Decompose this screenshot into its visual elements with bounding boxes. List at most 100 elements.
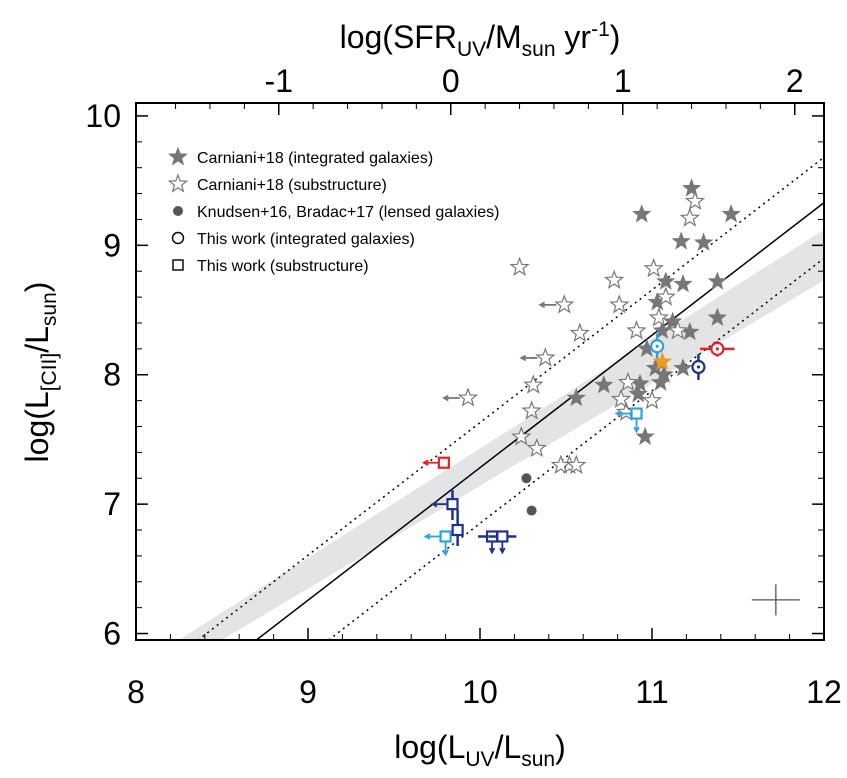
filled-star-point: [673, 358, 693, 377]
open-square-point: [451, 523, 464, 537]
open-star-point: [521, 400, 542, 420]
x-tick-label: 12: [806, 674, 842, 710]
star-upper-limit-arrow-head: [538, 301, 546, 309]
open-square-point: [496, 530, 509, 543]
open-star-point: [679, 207, 701, 227]
y-upper-limit-arrow-head: [442, 549, 449, 557]
open-star-point: [643, 257, 664, 278]
y-tick-label: 7: [103, 486, 121, 522]
legend: Carniani+18 (integrated galaxies) Carnian…: [167, 146, 499, 275]
open-square-point: [437, 456, 450, 469]
open-star-point: [609, 294, 630, 314]
legend-filled-circle-icon: [173, 206, 183, 216]
typical-error-cross: [751, 584, 800, 616]
open-star-point: [603, 269, 625, 289]
top-tick-label: 0: [442, 63, 460, 99]
open-square-point: [630, 407, 643, 420]
shaded-band-group: [136, 156, 824, 640]
top-tick-label: -1: [265, 63, 293, 99]
legend-open-circle-icon: [171, 231, 185, 245]
y-upper-limit-arrow-head: [633, 426, 640, 434]
filled-star-point: [566, 387, 586, 407]
open-star-point: [626, 319, 647, 340]
open-square-point: [446, 498, 459, 511]
open-circle-center: [715, 347, 719, 351]
open-star-point: [523, 374, 544, 394]
open-star-point: [511, 426, 532, 446]
filled-star-point: [650, 372, 671, 391]
legend-label: This work (integrated galaxies): [197, 231, 415, 248]
filled-star-point: [707, 307, 727, 327]
filled-star-point: [693, 232, 714, 251]
legend-label: Knudsen+16, Bradac+17 (lensed galaxies): [197, 204, 499, 221]
open-circle-center: [655, 344, 659, 348]
x-upper-limit-arrow-head: [430, 500, 438, 508]
open-star-point: [610, 388, 632, 408]
x-upper-limit-arrow-head: [614, 410, 622, 417]
filled-star-point: [654, 364, 674, 383]
top-axis-label: log(SFRUV/Msun yr-1): [340, 18, 621, 61]
x-tick-label: 11: [635, 674, 668, 710]
open-star-point: [684, 190, 706, 210]
open-star-point: [667, 319, 689, 340]
filled-star-point: [707, 271, 727, 290]
top-tick-label: 1: [614, 63, 632, 99]
legend-open-star-icon: [167, 173, 189, 193]
x-axis-label: log(LUV/Lsun): [394, 729, 566, 771]
open-star-point: [535, 347, 556, 367]
legend-open-square-icon: [172, 259, 184, 271]
open-star-point: [641, 389, 663, 410]
open-square-point: [439, 530, 452, 543]
filled-circle-point: [526, 505, 537, 516]
filled-star-point: [594, 374, 614, 394]
y-axis-label: log(L[CII]/Lsun): [19, 282, 61, 463]
filled-star-point: [656, 271, 676, 290]
legend-label: Carniani+18 (substructure): [197, 177, 387, 194]
y-tick-label: 6: [103, 616, 121, 652]
y-tick-label: 9: [103, 227, 121, 263]
open-circle-center: [696, 365, 701, 369]
legend-label: Carniani+18 (integrated galaxies): [197, 150, 433, 167]
y-upper-limit-arrow-head: [499, 547, 506, 555]
open-star-point: [617, 371, 639, 392]
y-upper-limit-arrow-head: [488, 547, 496, 555]
star-upper-limit-arrow-head: [442, 394, 449, 402]
open-star-point: [550, 454, 572, 474]
x-upper-limit-arrow-head: [422, 459, 429, 466]
open-star-point: [655, 286, 676, 306]
data-points-group: [422, 178, 741, 557]
axis-ticks-group: [135, 103, 825, 640]
x-tick-label: 10: [462, 674, 498, 710]
filled-star-point: [628, 383, 648, 403]
legend-filled-star-icon: [168, 146, 188, 166]
filled-star-point: [632, 204, 652, 223]
top-tick-label: 2: [786, 63, 804, 99]
open-star-point: [509, 256, 530, 276]
x-tick-label: 8: [127, 674, 145, 710]
y-tick-label: 10: [85, 98, 121, 134]
x-upper-limit-arrow-head: [423, 533, 431, 540]
open-star-point: [569, 322, 590, 342]
filled-circle-point: [521, 473, 532, 484]
filled-star-point: [673, 274, 693, 293]
open-star-point: [554, 294, 575, 314]
legend-label: This work (substructure): [197, 258, 369, 275]
x-tick-label: 9: [299, 674, 317, 710]
open-star-point: [457, 387, 479, 407]
filled-star-point: [635, 426, 655, 446]
filled-star-point: [652, 351, 672, 371]
shaded-relation-band: [136, 229, 824, 640]
filled-star-point: [681, 178, 702, 197]
dotted-relation-upper: [196, 156, 824, 640]
star-upper-limit-arrow-head: [519, 354, 527, 362]
filled-star-point: [721, 204, 741, 223]
open-star-point: [648, 307, 669, 327]
filled-star-point: [663, 311, 683, 330]
open-star-point: [526, 437, 547, 458]
filled-star-point: [671, 231, 691, 250]
dotted-relation-lower: [328, 257, 824, 640]
y-tick-label: 8: [103, 357, 121, 393]
